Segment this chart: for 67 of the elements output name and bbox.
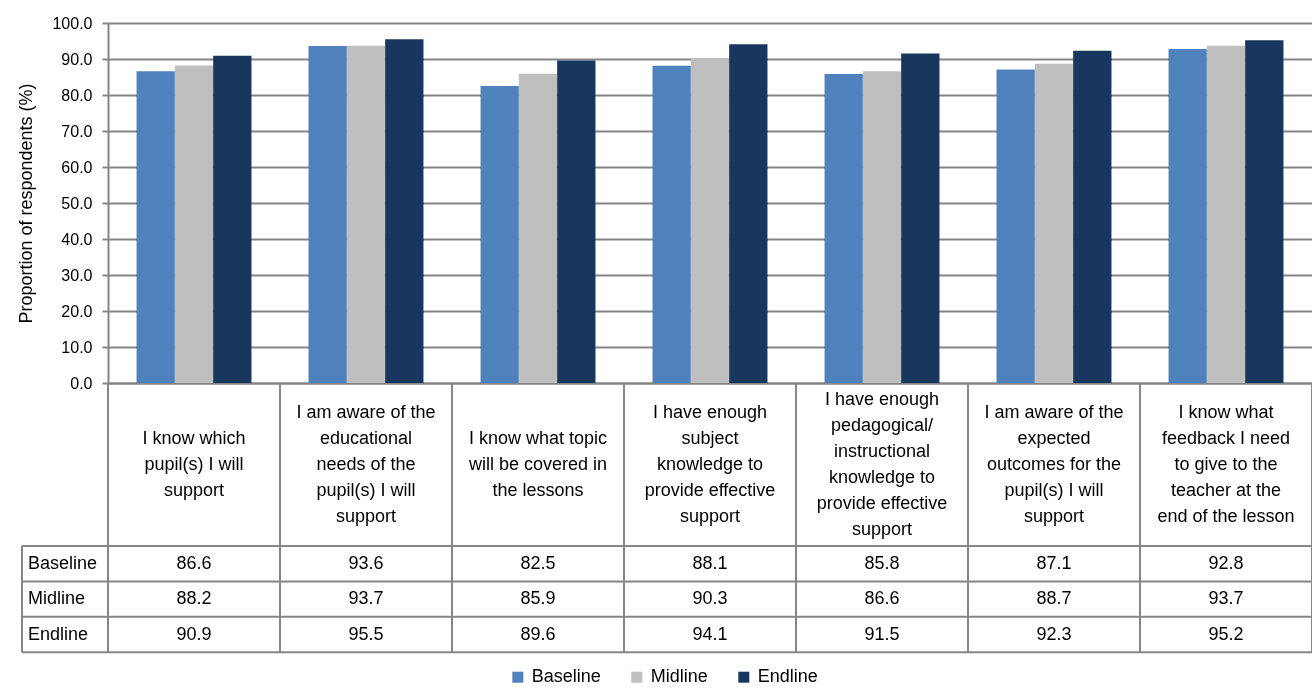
data-label: 94.1 xyxy=(692,623,728,644)
y-tick-label: 10.0 xyxy=(61,338,93,356)
bar xyxy=(480,86,519,383)
bar xyxy=(901,53,940,383)
data-label: 82.5 xyxy=(520,552,556,573)
x-tick-label: I have enough pedagogical/ instructional knowledge to provide effective support xyxy=(816,388,948,539)
data-label: 88.7 xyxy=(1036,588,1072,609)
legend-label: Midline xyxy=(650,666,708,687)
data-label: 86.6 xyxy=(176,552,212,573)
data-label: 90.3 xyxy=(692,588,728,609)
legend-label: Baseline xyxy=(531,666,601,687)
bar xyxy=(174,65,214,383)
bar xyxy=(518,73,558,383)
y-tick-label: 0.0 xyxy=(70,374,93,392)
bar xyxy=(996,69,1035,383)
x-tick-label: I have enough subject knowledge to provide effective support xyxy=(644,401,776,526)
bar xyxy=(1168,48,1207,383)
bar xyxy=(1206,45,1246,383)
bar xyxy=(729,44,768,383)
bar xyxy=(1034,63,1074,383)
data-label: 93.7 xyxy=(1208,588,1244,609)
data-label: 93.6 xyxy=(348,552,384,573)
data-label: 95.5 xyxy=(348,623,384,644)
bar xyxy=(136,71,175,383)
data-label: 89.6 xyxy=(520,623,556,644)
data-label: 90.9 xyxy=(176,623,212,644)
y-tick-label: 50.0 xyxy=(61,194,93,212)
data-label: 91.5 xyxy=(864,623,900,644)
y-tick-label: 80.0 xyxy=(61,86,93,104)
data-label: 85.8 xyxy=(864,552,900,573)
data-label: 93.7 xyxy=(348,588,384,609)
data-label: 88.2 xyxy=(176,588,212,609)
bar xyxy=(652,65,691,383)
x-tick-label: I am aware of the educational needs of the pupil(s) I will support xyxy=(296,401,436,526)
bar xyxy=(862,71,902,383)
bar xyxy=(308,46,347,383)
data-label: 92.3 xyxy=(1036,623,1072,644)
data-label: 88.1 xyxy=(692,552,728,573)
x-tick-label: I know which pupil(s) I will support xyxy=(142,427,246,500)
text: Endline xyxy=(28,623,89,644)
bar xyxy=(1073,50,1112,383)
bar xyxy=(213,55,252,383)
y-tick-label: 30.0 xyxy=(61,266,93,284)
bar xyxy=(690,57,730,383)
data-label: 92.8 xyxy=(1208,552,1244,573)
bar xyxy=(346,45,386,383)
y-tick-label: 20.0 xyxy=(61,302,93,320)
y-axis-title: Proportion of respondents (%) xyxy=(16,83,37,324)
text: Baseline xyxy=(28,552,98,573)
legend-label: Endline xyxy=(757,666,818,687)
x-tick-label: I know what topic will be covered in the lessons xyxy=(467,427,608,500)
y-tick-label: 100.0 xyxy=(52,14,93,32)
x-tick-label: I am aware of the expected outcomes for the pupil(s) I will support xyxy=(984,401,1124,526)
y-tick-label: 60.0 xyxy=(61,158,93,176)
data-label: 85.9 xyxy=(520,588,556,609)
bar xyxy=(824,74,863,383)
data-label: 87.1 xyxy=(1036,552,1072,573)
y-tick-label: 70.0 xyxy=(61,122,93,140)
bar xyxy=(385,39,424,383)
bar xyxy=(1245,40,1284,383)
x-tick-label: I know what feedback I need to give to the teacher at the end of the lesson xyxy=(1157,401,1295,526)
y-tick-label: 90.0 xyxy=(61,50,93,68)
y-tick-label: 40.0 xyxy=(61,230,93,248)
bar xyxy=(557,60,596,383)
text: Midline xyxy=(28,588,86,609)
data-label: 95.2 xyxy=(1208,623,1244,644)
data-label: 86.6 xyxy=(864,588,900,609)
